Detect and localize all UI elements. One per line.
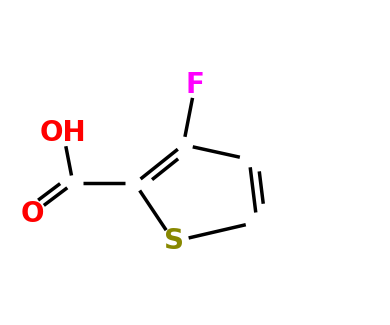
Text: F: F xyxy=(186,71,204,99)
Text: OH: OH xyxy=(40,120,87,148)
Text: S: S xyxy=(164,227,184,255)
Text: O: O xyxy=(21,200,44,228)
